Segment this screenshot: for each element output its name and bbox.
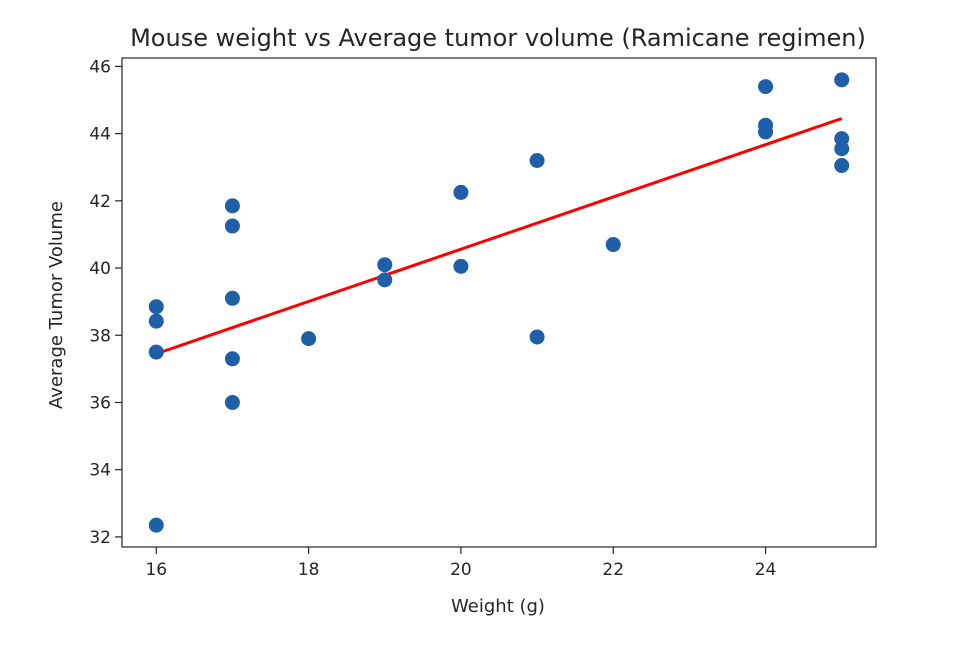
data-point	[377, 257, 393, 273]
data-point	[605, 237, 621, 253]
data-point	[529, 329, 545, 345]
y-tick-label: 38	[89, 326, 111, 346]
data-point	[224, 218, 240, 234]
y-axis-label: Average Tumor Volume	[46, 201, 67, 409]
x-tick-label: 24	[755, 560, 777, 580]
data-point	[224, 198, 240, 214]
data-point	[301, 331, 317, 347]
y-tick-label: 34	[89, 461, 111, 481]
data-point	[758, 79, 774, 95]
y-tick-label: 40	[89, 259, 111, 279]
data-point	[148, 344, 164, 360]
data-point	[529, 153, 545, 169]
data-point	[758, 124, 774, 140]
data-point	[834, 141, 850, 157]
data-point	[148, 517, 164, 533]
regression-line	[155, 117, 843, 356]
data-point	[453, 258, 469, 274]
x-tick-label: 20	[450, 560, 472, 580]
x-axis-label: Weight (g)	[451, 596, 545, 617]
data-point	[377, 272, 393, 288]
x-tick-label: 18	[298, 560, 320, 580]
x-tick-label: 22	[602, 560, 624, 580]
data-point	[453, 184, 469, 200]
y-axis-ticks: 32 34 36 38 40 42 44 46	[89, 57, 122, 548]
data-point	[224, 394, 240, 410]
data-points-layer	[148, 72, 850, 533]
x-axis-ticks: 16 18 20 22 24	[145, 547, 776, 580]
regression-line-layer	[155, 117, 843, 356]
data-point	[834, 158, 850, 174]
data-point	[148, 299, 164, 315]
data-point	[834, 72, 850, 88]
axes-frame	[121, 57, 877, 548]
y-tick-label: 46	[89, 57, 111, 77]
data-point	[224, 290, 240, 306]
x-tick-label: 16	[145, 560, 167, 580]
data-point	[224, 351, 240, 367]
y-tick-label: 36	[89, 393, 111, 413]
y-tick-label: 42	[89, 192, 111, 212]
data-point	[148, 313, 164, 329]
y-tick-label: 44	[89, 125, 111, 145]
y-tick-label: 32	[89, 528, 111, 548]
chart-title: Mouse weight vs Average tumor volume (Ra…	[130, 24, 866, 52]
